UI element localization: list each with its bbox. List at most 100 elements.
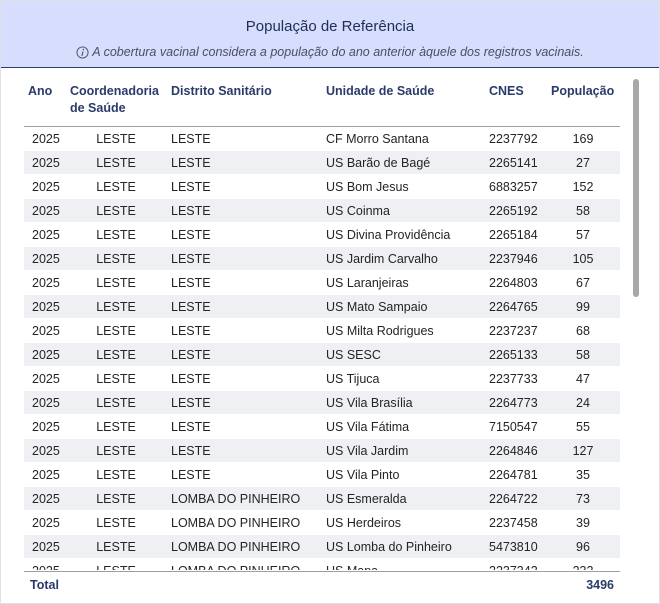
cell-distrito: LOMBA DO PINHEIRO [171,559,300,570]
cell-ano: 2025 [32,540,60,554]
cell-ano: 2025 [32,204,60,218]
cell-distrito: LESTE [171,180,211,194]
cell-unidade: US Barão de Bagé [326,156,431,170]
cell-populacao: 152 [572,180,594,194]
table-row[interactable]: 2025 LESTE LESTE US Barão de Bagé 2265141 27 [24,151,620,175]
cell-coordenadoria: LESTE [70,559,162,570]
cell-coordenadoria: LESTE [96,420,136,434]
cell-populacao: 35 [576,468,590,482]
cell-unidade: US Esmeralda [326,492,407,506]
col-header-populacao[interactable]: População [551,84,615,98]
cell-unidade: US SESC [326,348,381,362]
cell-populacao: 39 [576,516,590,530]
cell-distrito: LOMBA DO PINHEIRO [171,516,301,530]
cell-populacao: 73 [576,492,590,506]
cell-populacao: 99 [576,300,590,314]
cell-coordenadoria: LESTE [96,252,136,266]
cell-ano: 2025 [32,516,60,530]
table-body[interactable]: 2025 LESTE LESTE CF Morro Santana 2237792 169… [24,127,620,570]
cell-unidade: US Jardim Carvalho [326,252,438,266]
cell-cnes: 2237733 [489,372,538,386]
cell-populacao: 47 [576,372,590,386]
cell-distrito: LESTE [171,156,211,170]
cell-populacao: 24 [576,396,590,410]
cell-cnes: 2264765 [489,300,538,314]
table-row[interactable]: 2025 LESTE LOMBA DO PINHEIRO US Mapa 2237342… [24,559,620,570]
table-row[interactable]: 2025 LESTE LESTE US SESC 2265133 58 [24,343,620,367]
table-row[interactable]: 2025 LESTE LESTE US Laranjeiras 2264803 67 [24,271,620,295]
table-row[interactable]: 2025 LESTE LESTE US Vila Pinto 2264781 35 [24,463,620,487]
cell-coordenadoria: LESTE [96,444,136,458]
table-row[interactable]: 2025 LESTE LESTE US Divina Providência 22651… [24,223,620,247]
cell-ano: 2025 [32,396,60,410]
subtitle-text: A cobertura vacinal considera a populaçã… [92,45,584,59]
cell-ano: 2025 [32,156,60,170]
table-row[interactable]: 2025 LESTE LESTE US Mato Sampaio 2264765 99 [24,295,620,319]
table-header-row: Ano Coordenadoria de Saúde Distrito Sani… [24,69,620,127]
table-row[interactable]: 2025 LESTE LESTE US Vila Brasília 2264773 24 [24,391,620,415]
cell-ano: 2025 [32,468,60,482]
cell-ano: 2025 [32,180,60,194]
cell-distrito: LESTE [171,324,211,338]
cell-coordenadoria: LESTE [96,540,136,554]
table-row[interactable]: 2025 LESTE LESTE US Coinma 2265192 58 [24,199,620,223]
cell-unidade: US Coinma [326,204,390,218]
cell-unidade: CF Morro Santana [326,132,429,146]
cell-unidade: US Vila Fátima [326,420,410,434]
cell-populacao: 105 [572,252,594,266]
cell-unidade: US Laranjeiras [326,276,409,290]
cell-populacao: 67 [576,276,590,290]
table-row[interactable]: 2025 LESTE LESTE US Milta Rodrigues 2237237 6… [24,319,620,343]
col-header-ano[interactable]: Ano [28,84,53,98]
cell-distrito: LESTE [171,132,211,146]
cell-unidade: US Mapa [326,559,378,570]
cell-unidade: US Vila Pinto [326,468,400,482]
col-header-cnes[interactable]: CNES [489,84,524,98]
table-row[interactable]: 2025 LESTE LESTE US Jardim Carvalho 2237946 1… [24,247,620,271]
cell-cnes: 2265133 [489,348,538,362]
col-header-coordenadoria[interactable]: Coordenadoria de Saúde [70,83,159,117]
col-header-coordenadoria-line1: Coordenadoria [70,84,159,98]
table-row[interactable]: 2025 LESTE LOMBA DO PINHEIRO US Herdeiros 22… [24,511,620,535]
cell-cnes: 2264803 [489,276,538,290]
cell-distrito: LESTE [171,372,211,386]
info-circle-icon [76,45,89,59]
cell-populacao: 169 [572,132,594,146]
table-row[interactable]: 2025 LESTE LOMBA DO PINHEIRO US Lomba do Pi… [24,535,620,559]
table-row[interactable]: 2025 LESTE LESTE US Vila Fátima 7150547 55 [24,415,620,439]
table-row[interactable]: 2025 LESTE LESTE US Vila Jardim 2264846 127 [24,439,620,463]
table-row[interactable]: 2025 LESTE LESTE US Tijuca 2237733 47 [24,367,620,391]
cell-coordenadoria: LESTE [96,324,136,338]
total-label: Total [30,578,59,592]
visual-title: População de Referência [245,18,415,35]
cell-coordenadoria: LESTE [96,372,136,386]
cell-cnes: 2264781 [489,468,538,482]
cell-ano: 2025 [32,559,60,570]
cell-populacao: 232 [550,559,616,570]
cell-ano: 2025 [32,324,60,338]
cell-cnes: 2264846 [489,444,538,458]
visual-subtitle: A cobertura vacinal considera a populaçã… [1,44,659,60]
cell-coordenadoria: LESTE [96,468,136,482]
cell-coordenadoria: LESTE [96,204,136,218]
col-header-unidade[interactable]: Unidade de Saúde [326,84,435,98]
cell-populacao: 57 [576,228,590,242]
cell-populacao: 127 [572,444,594,458]
visual-header: População de Referência A cobertura vaci… [1,1,659,68]
col-header-distrito[interactable]: Distrito Sanitário [171,84,272,98]
cell-cnes: 2264722 [489,492,538,506]
cell-ano: 2025 [32,372,60,386]
cell-coordenadoria: LESTE [96,300,136,314]
table-total-row: Total 3496 [24,571,620,602]
table-row[interactable]: 2025 LESTE LOMBA DO PINHEIRO US Esmeralda 22… [24,487,620,511]
vertical-scrollbar[interactable] [633,79,639,297]
table-row[interactable]: 2025 LESTE LESTE US Bom Jesus 6883257 152 [24,175,620,199]
cell-populacao: 96 [576,540,590,554]
cell-distrito: LESTE [171,396,211,410]
cell-unidade: US Vila Jardim [326,444,409,458]
table-row[interactable]: 2025 LESTE LESTE CF Morro Santana 2237792 169 [24,127,620,151]
cell-ano: 2025 [32,276,60,290]
cell-unidade: US Divina Providência [326,228,451,242]
cell-distrito: LOMBA DO PINHEIRO [171,540,301,554]
cell-cnes: 2265184 [489,228,538,242]
